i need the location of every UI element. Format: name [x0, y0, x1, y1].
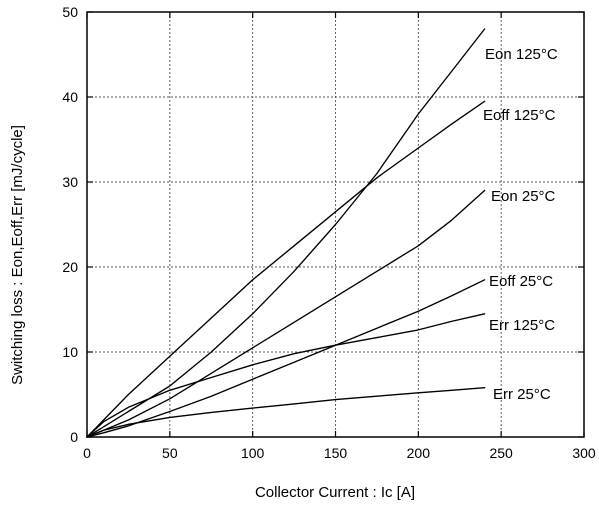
y-axis-label: Switching loss : Eon,Eoff,Err [mJ/cycle]	[9, 125, 26, 385]
series-label: Err 125°C	[489, 317, 555, 334]
tick-layer: 0 50 100 150 200 250 300 0 10 20 30 40 50	[62, 4, 595, 461]
series-line-0	[86, 28, 486, 438]
y-tick-label: 10	[62, 344, 78, 360]
x-tick-label: 50	[162, 445, 178, 461]
series-label: Eoff 125°C	[483, 107, 556, 124]
series-label: Err 25°C	[493, 386, 551, 403]
series-line-3	[86, 279, 486, 438]
x-tick-label: 150	[324, 445, 348, 461]
x-tick-label: 300	[572, 445, 596, 461]
series-label-layer: Eon 125°C Eoff 125°C Eon 25°C Eoff 25°C Err …	[483, 46, 558, 403]
x-tick-label: 200	[407, 445, 431, 461]
y-tick-label: 50	[62, 4, 78, 20]
series-label: Eon 125°C	[485, 46, 558, 63]
series-line-5	[86, 387, 486, 438]
x-tick-label: 250	[489, 445, 513, 461]
series-line-2	[86, 189, 486, 438]
series-layer	[86, 28, 486, 438]
y-tick-label: 0	[70, 429, 78, 445]
x-tick-label: 0	[83, 445, 91, 461]
y-tick-label: 40	[62, 89, 78, 105]
x-tick-label: 100	[241, 445, 265, 461]
x-axis-label: Collector Current : Ic [A]	[255, 484, 415, 501]
series-line-1	[86, 100, 486, 438]
series-line-4	[86, 313, 486, 438]
series-label: Eon 25°C	[491, 188, 556, 205]
y-tick-label: 30	[62, 174, 78, 190]
series-label: Eoff 25°C	[489, 273, 553, 290]
y-tick-label: 20	[62, 259, 78, 275]
